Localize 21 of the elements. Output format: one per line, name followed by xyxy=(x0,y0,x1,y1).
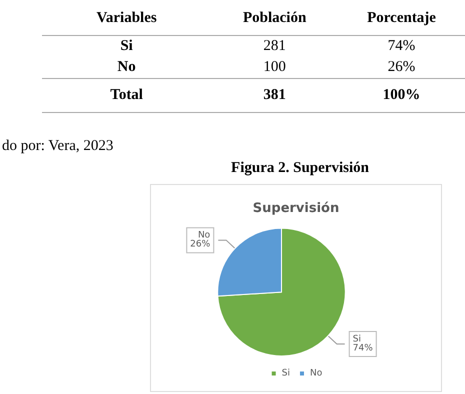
slice-label: No xyxy=(198,230,211,241)
data-label: 74% xyxy=(352,344,374,354)
text: Porcentaje xyxy=(338,0,465,36)
chart-title: Figura 2. Supervisión xyxy=(230,160,370,177)
text: 381 xyxy=(211,78,338,112)
slice-label: Si xyxy=(352,334,362,345)
text: 26% xyxy=(386,58,416,77)
text: 100 xyxy=(262,58,287,77)
legend-label: Si xyxy=(282,368,290,378)
text: Población xyxy=(211,0,338,36)
text: 100% xyxy=(338,78,465,112)
data-label: 26% xyxy=(190,240,211,250)
chart-subtitle: Supervisión xyxy=(252,201,340,216)
legend-label: No xyxy=(310,368,323,378)
text: 74% xyxy=(386,37,416,56)
text: Si xyxy=(119,37,134,56)
text: do por: Vera, 2023 xyxy=(2,138,114,155)
text: Variables xyxy=(42,0,212,36)
text: 281 xyxy=(262,37,287,56)
text: No xyxy=(116,58,137,77)
text: Total xyxy=(42,78,212,112)
